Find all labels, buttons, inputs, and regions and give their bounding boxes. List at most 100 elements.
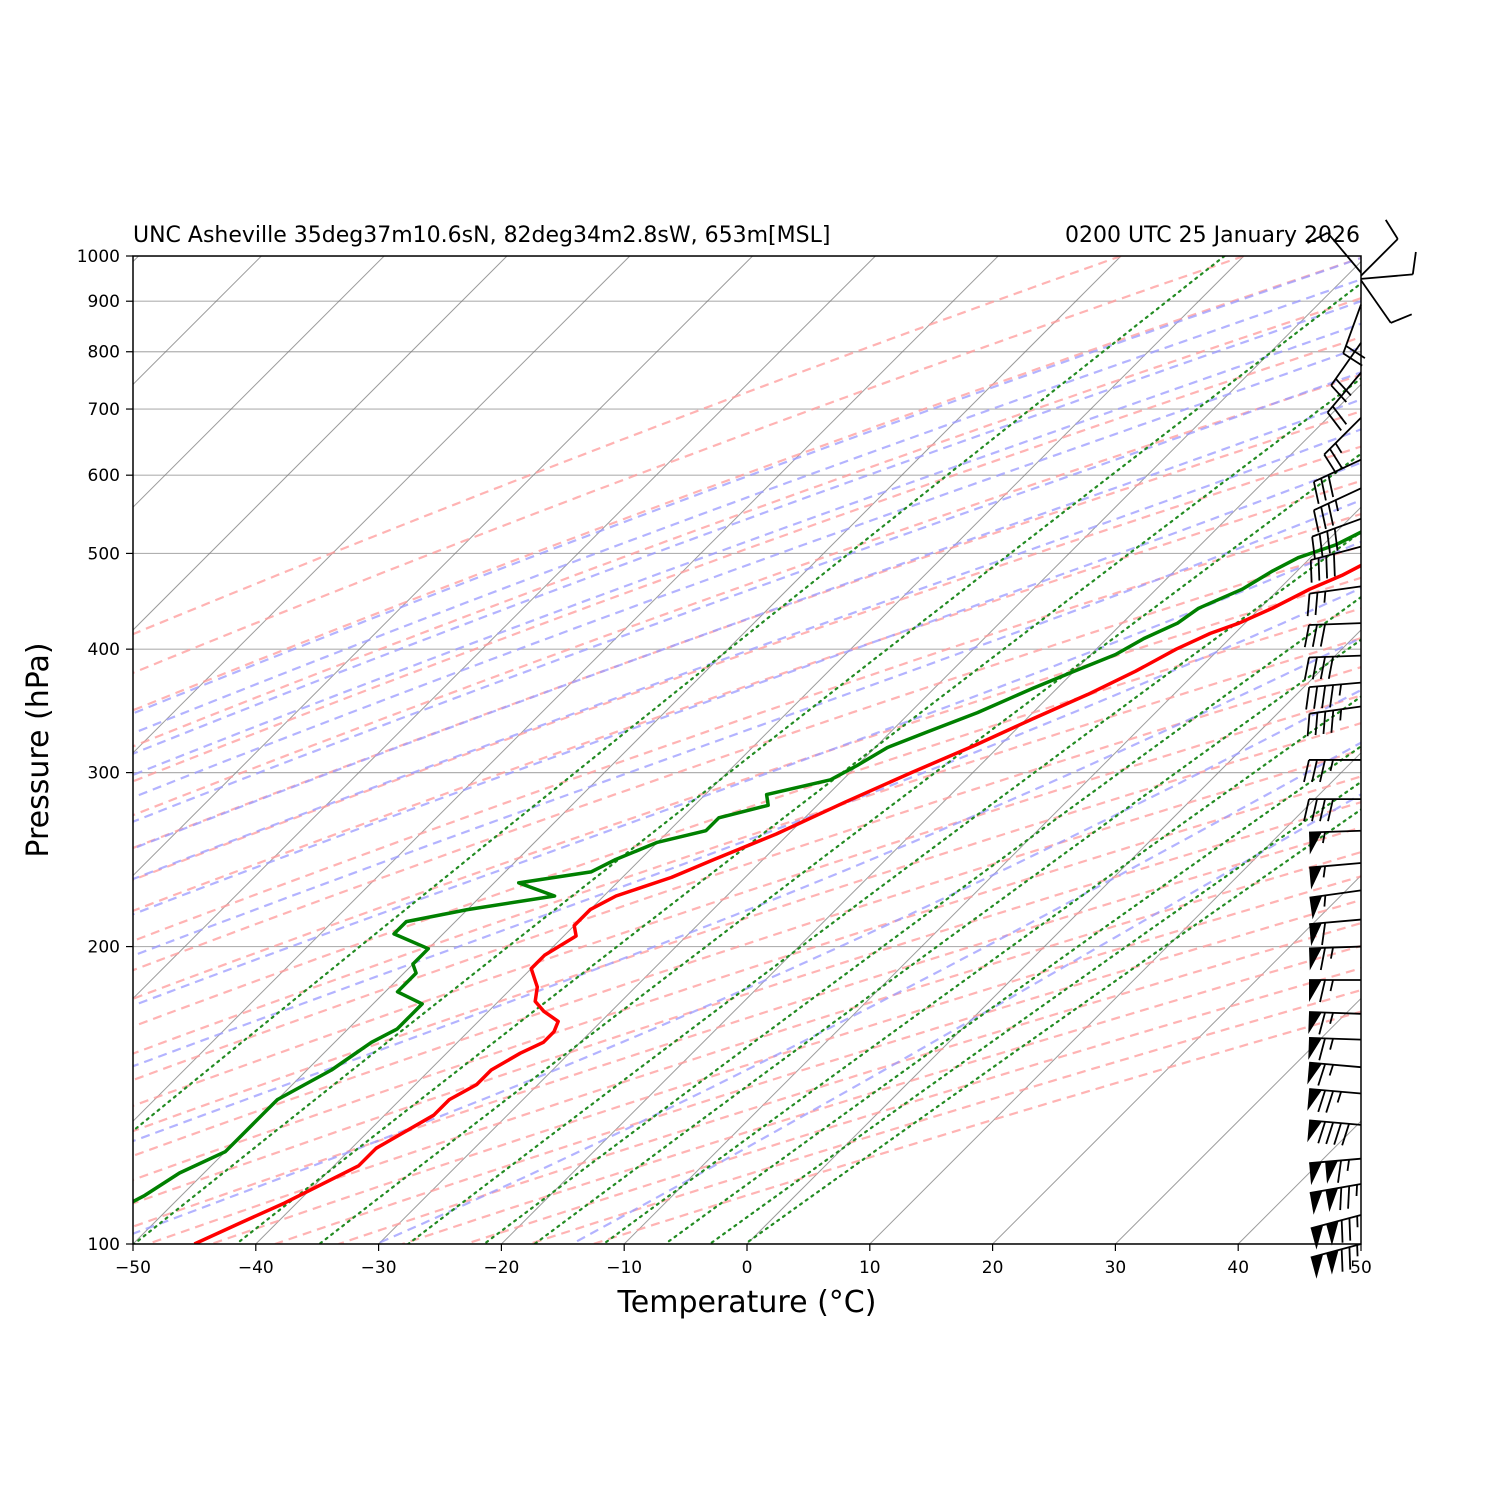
wind-barb-feather: [1384, 219, 1399, 240]
wind-barb-shaft: [1309, 862, 1362, 869]
wind-barb-pennant: [1308, 1037, 1322, 1060]
mixing-ratio-line: [235, 377, 1361, 1244]
wind-barb-feather: [1321, 685, 1327, 709]
wind-barb-shaft: [1342, 304, 1362, 354]
wind-barb-feather: [1319, 759, 1326, 783]
wind-barb-pennant: [1309, 866, 1322, 890]
wind-barb-feather: [1311, 624, 1318, 648]
y-tick-label: 700: [88, 400, 120, 420]
wind-barb: [1307, 1061, 1362, 1086]
wind-barb-half-feather: [1334, 442, 1343, 454]
wind-barb-feather: [1325, 555, 1328, 579]
x-axis-label: Temperature (°C): [617, 1285, 877, 1320]
wind-barb: [1309, 945, 1362, 971]
isotherm-line: [869, 752, 1361, 1244]
wind-barb-feather: [1322, 711, 1327, 735]
mixing-ratio-lines: [133, 256, 1361, 1244]
wind-barb-half-feather: [1330, 947, 1334, 959]
isotherm-line: [133, 256, 999, 1122]
moist-adiabat-line: [133, 278, 1361, 735]
wind-barb-feather: [1327, 656, 1334, 679]
y-tick-label: 400: [88, 640, 120, 660]
wind-barb-feather: [1327, 474, 1335, 498]
chart-title-left: UNC Asheville 35deg37m10.6sN, 82deg34m2.…: [133, 223, 830, 248]
wind-barb-shaft: [1309, 705, 1362, 715]
wind-barb-feather: [1411, 251, 1417, 275]
x-tick-label: 10: [859, 1258, 881, 1278]
wind-barb-feather: [1303, 624, 1310, 648]
isotherm-line: [133, 256, 508, 631]
wind-barb-feather: [1348, 1218, 1352, 1241]
wind-barb: [1308, 1011, 1362, 1035]
wind-barb-feather: [1348, 1247, 1352, 1270]
wind-barb-half-feather: [1334, 499, 1339, 512]
wind-barb: [1311, 517, 1362, 560]
wind-barb-feather: [1333, 1122, 1342, 1145]
wind-barb-pennant: [1310, 1225, 1324, 1250]
wind-barb-feather: [1318, 1012, 1326, 1035]
dry-adiabat-line: [133, 694, 1361, 1107]
wind-barb-feather: [1317, 1090, 1326, 1113]
wind-barb-feather: [1303, 759, 1310, 783]
wind-barb: [1309, 862, 1362, 890]
wind-barb-feather: [1312, 510, 1320, 533]
dry-adiabat-line: [133, 297, 1361, 748]
dry-adiabat-line: [133, 256, 1361, 712]
y-tick-label: 900: [88, 292, 120, 312]
wind-barb-half-feather: [1329, 1038, 1334, 1050]
wind-barb-feather: [1317, 1121, 1326, 1144]
wind-barb: [1309, 829, 1362, 855]
dry-adiabat-line: [133, 256, 1245, 675]
wind-barb-shaft: [1309, 622, 1362, 626]
wind-barb-feather: [1319, 947, 1326, 971]
wind-barb: [1309, 545, 1362, 583]
wind-barb-pennant: [1308, 1011, 1322, 1034]
moist-adiabat-line: [133, 428, 1361, 881]
wind-barb-pennant: [1326, 1250, 1339, 1275]
isotherm-line: [992, 874, 1361, 1244]
wind-barb-shaft: [1309, 654, 1362, 659]
y-tick-label: 300: [88, 764, 120, 784]
x-tick-label: 20: [982, 1258, 1004, 1278]
x-tick-label: −20: [483, 1258, 519, 1278]
wind-barb: [1305, 681, 1362, 710]
wind-barb: [1306, 705, 1362, 737]
wind-barb-feather: [1306, 713, 1311, 737]
wind-barb-shaft: [1309, 681, 1362, 689]
wind-barb-half-feather: [1322, 831, 1326, 844]
wind-barb: [1310, 1214, 1362, 1250]
wind-barb-feather: [1340, 1220, 1344, 1243]
y-tick-label: 100: [88, 1235, 120, 1255]
x-tick-label: −50: [115, 1258, 151, 1278]
wind-barb: [1303, 622, 1362, 648]
wind-barb-feather: [1312, 481, 1320, 504]
wind-barb-half-feather: [1329, 759, 1334, 772]
dry-adiabat-line: [133, 545, 1361, 972]
wind-barb-feather: [1314, 592, 1319, 616]
wind-barb-pennant: [1309, 980, 1322, 1003]
wind-barb: [1309, 979, 1361, 1003]
mixing-ratio-line: [318, 452, 1361, 1244]
moist-adiabat-line: [133, 300, 1361, 755]
wind-barb-feather: [1309, 560, 1313, 583]
wind-barb-pennant: [1309, 947, 1322, 971]
dry-adiabat-line: [133, 826, 1361, 1228]
wind-barb-feather: [1318, 533, 1324, 557]
wind-barb-pennant: [1309, 832, 1322, 855]
isotherm-line: [1115, 997, 1361, 1244]
wind-barb-pennant: [1309, 1162, 1322, 1186]
wind-barb: [1312, 487, 1362, 533]
wind-barb-half-feather: [1323, 895, 1327, 907]
wind-barb-feather: [1321, 922, 1327, 946]
x-axis-ticks: −50 −40 −30 −20 −10 0 10 20 30 40 50: [115, 1244, 1372, 1278]
wind-barb-pennant: [1309, 895, 1323, 920]
wind-barb: [1360, 279, 1413, 324]
wind-barb-feather: [1327, 503, 1335, 526]
y-tick-label: 200: [88, 938, 120, 958]
wind-barb-feather: [1311, 798, 1318, 822]
moist-adiabat-lines: [133, 256, 1361, 1244]
mixing-ratio-line: [602, 695, 1361, 1244]
wind-barb-feather: [1332, 405, 1348, 425]
wind-barb: [1309, 1183, 1362, 1215]
wind-barb-feather: [1333, 553, 1336, 577]
